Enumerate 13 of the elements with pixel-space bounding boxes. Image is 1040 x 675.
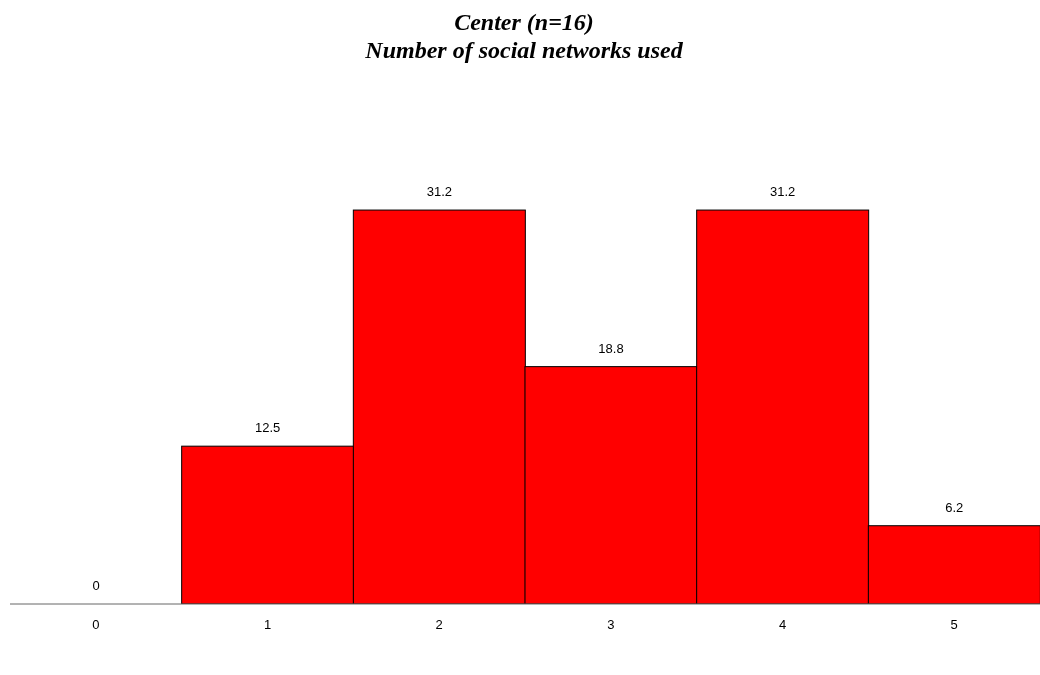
data-label: 12.5 (255, 420, 281, 436)
data-label: 31.2 (426, 184, 452, 200)
data-label: 0 (92, 578, 100, 593)
data-label: 6.2 (945, 499, 964, 515)
x-tick-label: 0 (92, 617, 100, 633)
data-label: 31.2 (770, 184, 796, 200)
chart-title: Center (n=16) Number of social networks used (364, 8, 684, 64)
x-tick-label: 4 (778, 617, 787, 633)
x-tick-label: 5 (950, 617, 958, 633)
x-tick-label: 3 (607, 617, 615, 633)
x-tick-label: 2 (435, 617, 443, 633)
x-tick-label: 1 (263, 617, 272, 633)
data-label: 18.8 (598, 340, 624, 356)
